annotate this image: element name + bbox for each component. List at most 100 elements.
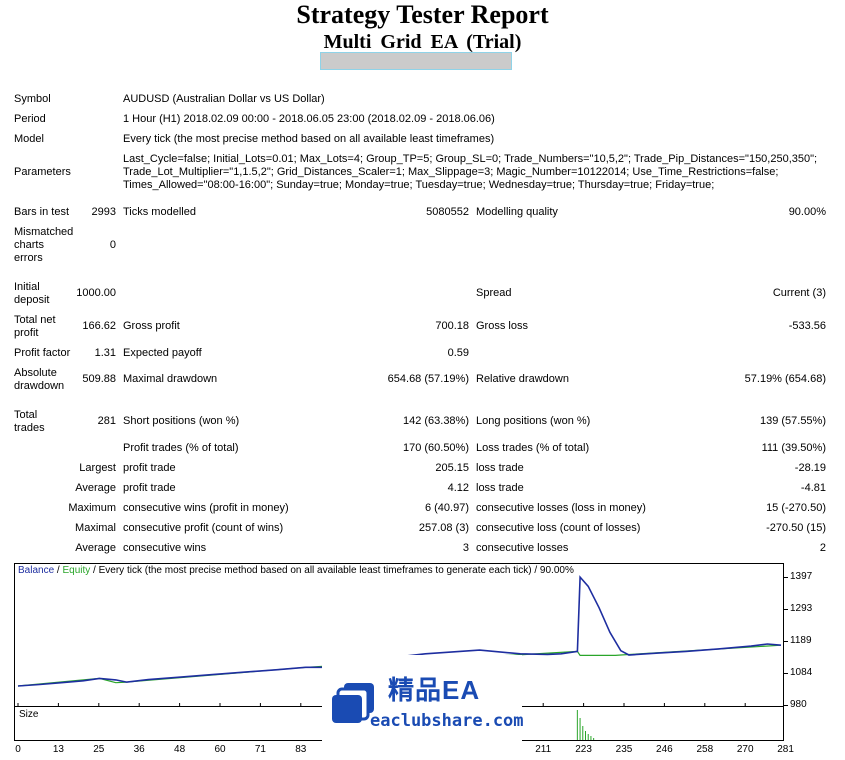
x-tick-label: 258	[696, 744, 714, 755]
deposit-label-1: Initial	[14, 281, 40, 293]
gross-loss-value: -533.56	[788, 320, 826, 332]
average-loss-label: loss trade	[476, 482, 524, 494]
average-prefix: Average	[75, 482, 116, 494]
net-profit-label-2: profit	[14, 327, 39, 339]
long-positions-value: 139 (57.55%)	[759, 415, 826, 427]
y-tick-label: 1189	[790, 635, 812, 646]
quality-value: 90.00%	[788, 206, 826, 218]
mismatched-label-1: Mismatched	[14, 226, 74, 238]
average-consecutive-prefix: Average	[75, 542, 116, 554]
report-subtitle: Multi Grid EA (Trial)	[323, 31, 522, 53]
x-tick-label: 223	[575, 744, 592, 755]
x-tick-label: 246	[656, 744, 673, 755]
y-tick-label: 1293	[790, 603, 813, 614]
chart-header-rest: / Every tick (the most precise method ba…	[90, 565, 574, 576]
profit-trades-value: 170 (60.50%)	[402, 442, 469, 454]
balance-line	[17, 575, 782, 687]
payoff-label: Expected payoff	[123, 347, 202, 359]
maximal-consecutive-loss-label: consecutive loss (count of losses)	[476, 522, 641, 534]
x-tick-label: 48	[174, 744, 186, 755]
x-tick-label: 211	[535, 744, 552, 755]
size-plot	[576, 710, 595, 740]
x-tick-label: 71	[254, 744, 266, 755]
long-positions-label: Long positions (won %)	[476, 415, 591, 427]
watermark-name: 精品EA	[388, 675, 481, 705]
period-label: Period	[14, 113, 46, 125]
short-positions-value: 142 (63.38%)	[402, 415, 469, 427]
x-tick-label: 270	[736, 744, 754, 755]
x-tick-label: 281	[777, 744, 794, 755]
parameters-line-2: Trade_Lot_Multiplier="1,1.5,2"; Grid_Dis…	[123, 166, 779, 178]
parameters-line-1: Last_Cycle=false; Initial_Lots=0.01; Max…	[123, 153, 818, 165]
max-consecutive-wins-value: 6 (40.97)	[424, 502, 469, 514]
parameters-label: Parameters	[14, 166, 71, 178]
max-consecutive-wins-label: consecutive wins (profit in money)	[123, 502, 289, 514]
chart-header-sep: /	[54, 565, 63, 576]
abs-drawdown-value: 509.88	[82, 373, 116, 385]
quality-label: Modelling quality	[476, 206, 558, 218]
symbol-label: Symbol	[14, 93, 51, 105]
watermark-logo-icon	[332, 683, 374, 723]
average-profit-value: 4.12	[447, 482, 469, 494]
x-tick-label: 25	[93, 744, 105, 755]
report-title: Strategy Tester Report	[296, 0, 549, 29]
mismatched-label-2: charts	[14, 239, 44, 251]
abs-drawdown-label-1: Absolute	[14, 367, 57, 379]
y-tick-mark	[784, 705, 788, 706]
largest-profit-value: 205.15	[435, 462, 469, 474]
y-tick-label: 1084	[790, 667, 813, 678]
rel-drawdown-value: 57.19% (654.68)	[744, 373, 826, 385]
watermark-url: eaclubshare.com	[370, 711, 524, 731]
maximal-consecutive-profit-value: 257.08 (3)	[418, 522, 469, 534]
chart-header-balance: Balance	[18, 565, 55, 576]
deposit-label-2: deposit	[14, 294, 50, 306]
largest-prefix: Largest	[79, 462, 116, 474]
parameters-line-3: Times_Allowed="08:00-16:00"; Sunday=true…	[123, 179, 715, 191]
max-consecutive-losses-value: 15 (-270.50)	[766, 502, 826, 514]
period-value: 1 Hour (H1) 2018.02.09 00:00 - 2018.06.0…	[123, 113, 495, 125]
net-profit-value: 166.62	[82, 320, 116, 332]
gross-profit-label: Gross profit	[123, 320, 180, 332]
model-value: Every tick (the most precise method base…	[123, 133, 495, 145]
chart-header-equity: Equity	[62, 565, 91, 576]
ticks-label: Ticks modelled	[123, 206, 196, 218]
maximum-prefix: Maximum	[68, 502, 116, 514]
max-drawdown-value: 654.68 (57.19%)	[387, 373, 469, 385]
total-trades-value: 281	[97, 415, 116, 427]
average-consecutive-losses-label: consecutive losses	[476, 542, 569, 554]
average-loss-value: -4.81	[800, 482, 826, 494]
profit-factor-label: Profit factor	[14, 347, 71, 359]
bars-label: Bars in test	[14, 206, 70, 218]
x-tick-label: 83	[295, 744, 307, 755]
rel-drawdown-label: Relative drawdown	[476, 373, 569, 385]
ticks-value: 5080552	[426, 206, 469, 218]
y-tick-mark	[784, 673, 788, 674]
average-consecutive-losses-value: 2	[819, 542, 826, 554]
bars-value: 2993	[91, 206, 116, 218]
largest-profit-label: profit trade	[123, 462, 176, 474]
average-profit-label: profit trade	[123, 482, 176, 494]
mismatched-label-3: errors	[14, 252, 43, 264]
maximal-consecutive-loss-value: -270.50 (15)	[766, 522, 826, 534]
average-consecutive-wins-label: consecutive wins	[123, 542, 207, 554]
largest-loss-label: loss trade	[476, 462, 524, 474]
total-trades-label-1: Total	[14, 409, 38, 421]
gross-loss-label: Gross loss	[476, 320, 528, 332]
total-trades-label-2: trades	[14, 422, 45, 434]
y-tick-mark	[784, 641, 788, 642]
x-tick-label: 36	[133, 744, 145, 755]
model-label: Model	[14, 133, 44, 145]
watermark: 精品EA eaclubshare.com	[322, 655, 524, 753]
y-tick-label: 1397	[790, 571, 813, 582]
y-tick-label: 980	[790, 699, 807, 710]
symbol-value: AUDUSD (Australian Dollar vs US Dollar)	[123, 93, 325, 105]
deposit-value: 1000.00	[76, 287, 116, 299]
x-tick-label: 60	[214, 744, 226, 755]
net-profit-label-1: Total net	[14, 314, 56, 326]
gross-profit-value: 700.18	[435, 320, 469, 332]
payoff-value: 0.59	[447, 347, 469, 359]
chart-header: Balance / Equity / Every tick (the most …	[18, 565, 574, 577]
size-label: Size	[19, 709, 39, 720]
mismatched-value: 0	[109, 239, 116, 251]
y-tick-mark	[784, 577, 788, 578]
